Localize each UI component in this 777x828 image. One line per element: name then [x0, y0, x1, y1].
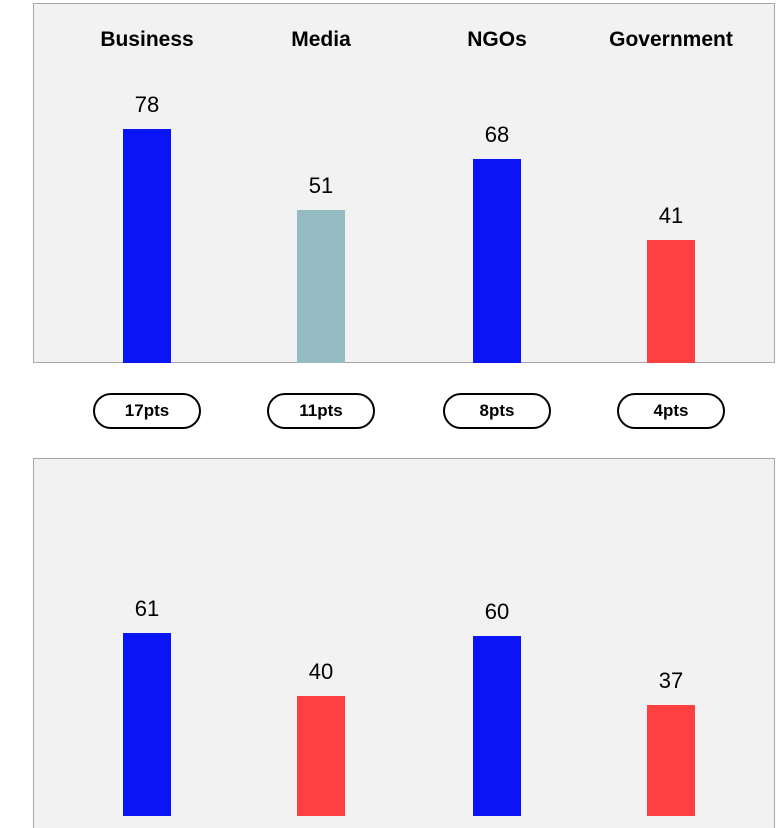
difference-badge-media: 11pts [267, 393, 375, 429]
top-bar-media [297, 210, 345, 363]
top-bar-ngos [473, 159, 521, 363]
difference-badge-business: 17pts [93, 393, 201, 429]
top-value-label-government: 41 [658, 203, 684, 228]
difference-badge-government: 4pts [617, 393, 725, 429]
category-label-business: Business [100, 28, 194, 51]
bottom-value-label-ngos: 60 [484, 599, 510, 624]
bottom-bar-government [647, 705, 695, 816]
difference-badge-ngos: 8pts [443, 393, 551, 429]
bottom-value-label-business: 61 [134, 596, 160, 621]
bottom-value-label-government: 37 [658, 668, 684, 693]
top-value-label-ngos: 68 [484, 122, 510, 147]
category-label-ngos: NGOs [467, 28, 527, 51]
top-bar-government [647, 240, 695, 363]
top-value-label-media: 51 [308, 173, 334, 198]
category-label-government: Government [609, 28, 733, 51]
top-bar-business [123, 129, 171, 363]
top-value-label-business: 78 [134, 92, 160, 117]
category-label-media: Media [291, 28, 351, 51]
bottom-value-label-media: 40 [308, 659, 334, 684]
bottom-bar-business [123, 633, 171, 816]
bottom-bar-media [297, 696, 345, 816]
bottom-bar-ngos [473, 636, 521, 816]
